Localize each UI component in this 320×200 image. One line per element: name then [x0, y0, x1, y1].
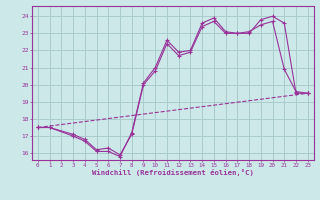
X-axis label: Windchill (Refroidissement éolien,°C): Windchill (Refroidissement éolien,°C) [92, 169, 254, 176]
